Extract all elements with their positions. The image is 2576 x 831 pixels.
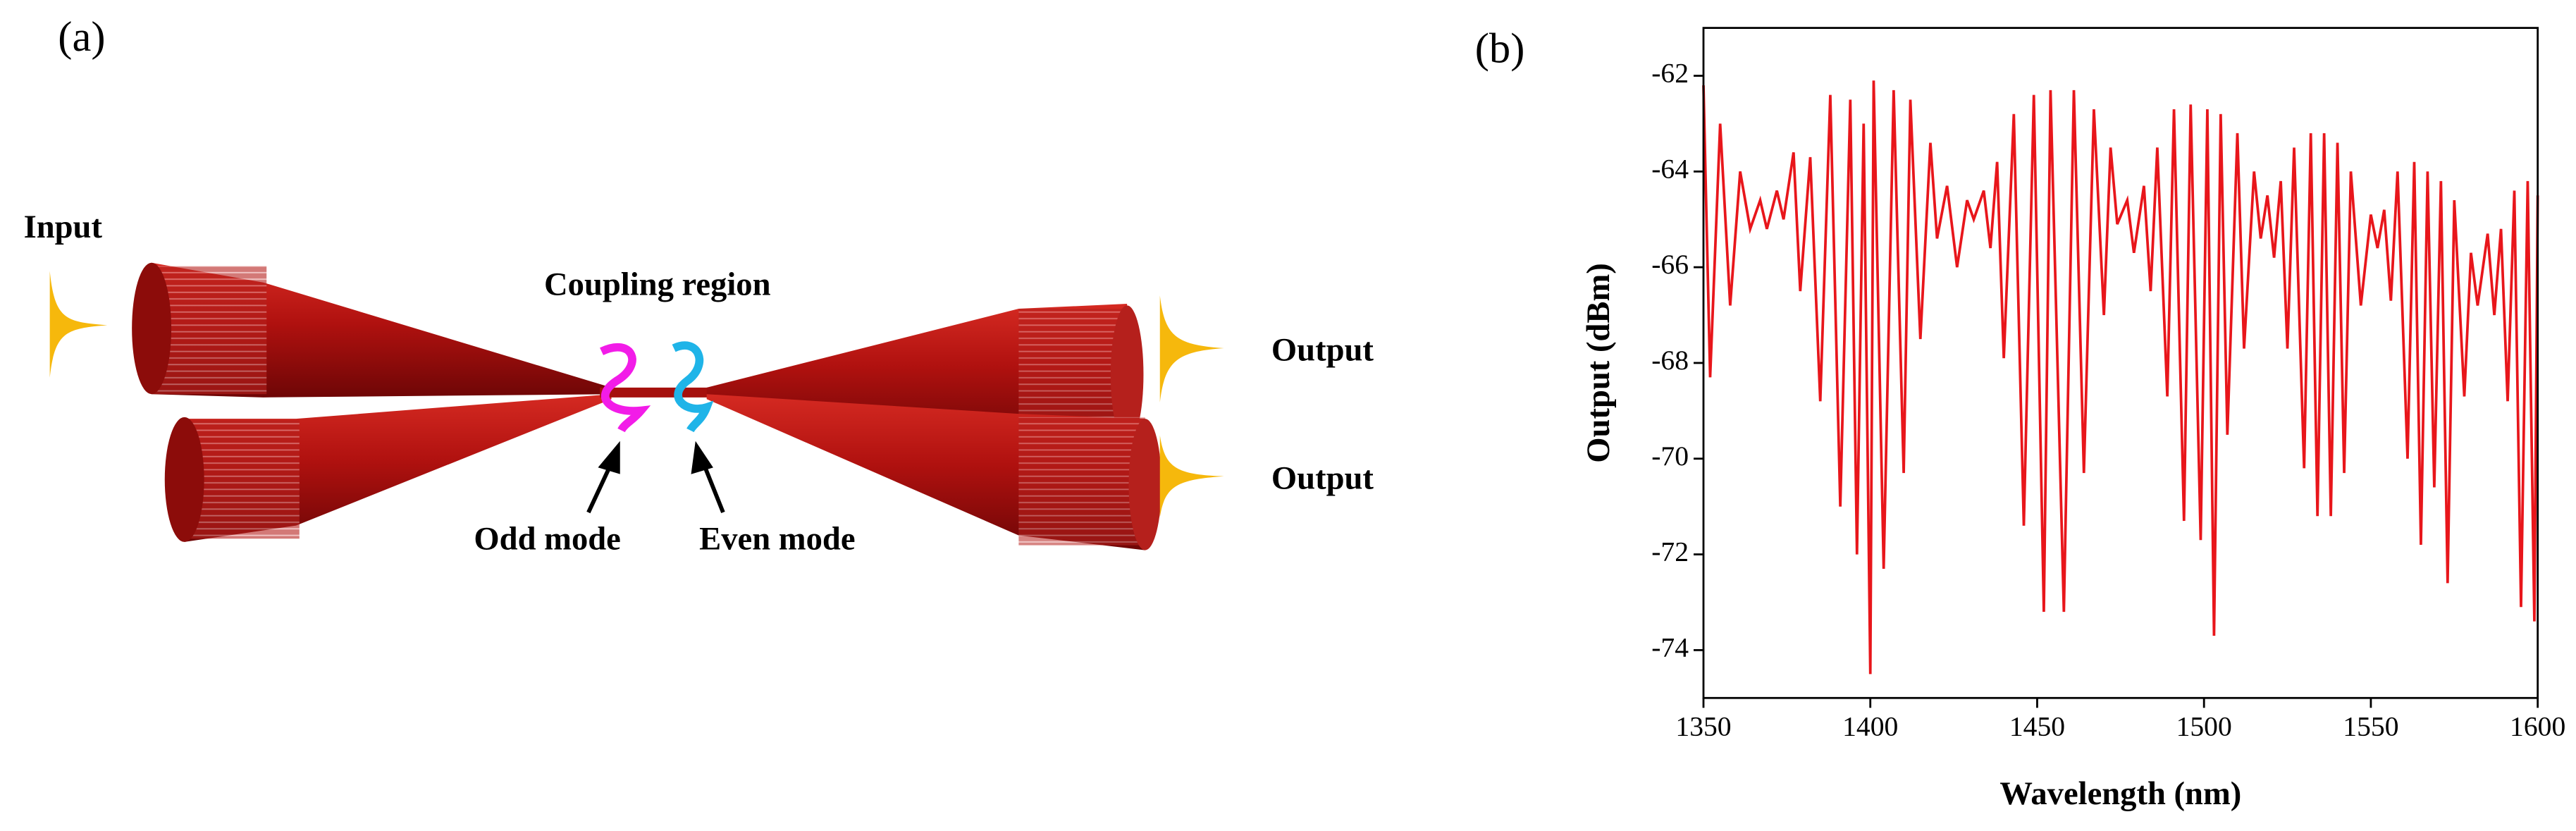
y-tick-label: -74 (1651, 632, 1689, 663)
plot-frame (1702, 27, 2539, 699)
y-tick-label: -70 (1651, 441, 1689, 472)
x-tick-label: 1350 (1675, 711, 1731, 742)
y-tick-label: -72 (1651, 536, 1689, 567)
y-tick-label: -62 (1651, 58, 1689, 89)
output-label: Output (1271, 332, 1374, 369)
panel-label: (b) (1475, 25, 1525, 72)
y-axis-label: Output (dBm) (1580, 263, 1617, 463)
output-pulse (1159, 435, 1224, 517)
x-tick-label: 1400 (1842, 711, 1898, 742)
x-tick-label: 1450 (2009, 711, 2065, 742)
panel-label: (a) (58, 13, 105, 61)
input-label: Input (24, 209, 103, 245)
y-tick-label: -64 (1651, 153, 1689, 184)
output-label: Output (1271, 460, 1374, 496)
arrows (586, 441, 725, 514)
input-pulse (49, 271, 108, 378)
coupling-label: Coupling region (544, 266, 771, 302)
spectrum-line (1702, 80, 2539, 675)
output-pulse (1159, 295, 1224, 402)
fibers (132, 262, 1162, 550)
x-axis-label: Wavelength (nm) (1999, 775, 2241, 812)
y-tick-label: -68 (1651, 345, 1689, 376)
odd-mode-label: Odd mode (474, 521, 620, 558)
even-mode-label: Even mode (699, 521, 855, 558)
x-tick-label: 1500 (2176, 711, 2232, 742)
even-mode-wave (672, 341, 714, 433)
x-tick-label: 1600 (2510, 711, 2565, 742)
y-tick-label: -66 (1651, 249, 1689, 280)
odd-mode-wave (600, 343, 651, 433)
x-tick-label: 1550 (2343, 711, 2398, 742)
